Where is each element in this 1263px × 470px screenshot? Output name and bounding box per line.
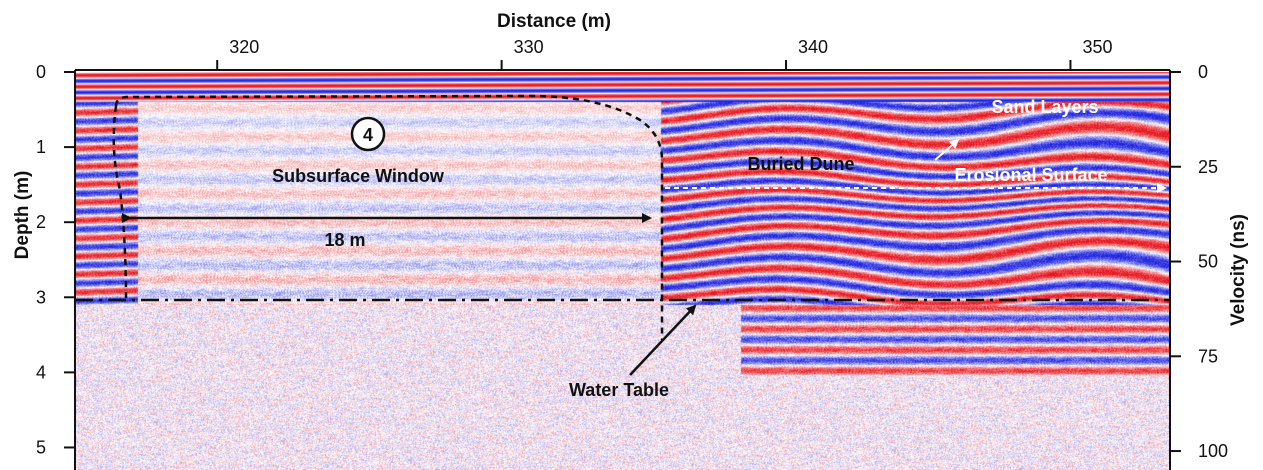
y2-tick-label: 100 — [1198, 441, 1228, 461]
water-table-label: Water Table — [569, 380, 669, 400]
sand-layers-label: Sand Layers — [991, 97, 1098, 117]
subsurface-window-left-edge — [112, 105, 128, 301]
erosional-surface-label: Erosional Surface — [954, 165, 1107, 185]
y2-tick-label: 75 — [1198, 346, 1218, 366]
buried-dune-label: Buried Dune — [747, 154, 854, 174]
x-tick-label: 340 — [798, 37, 828, 57]
y2-tick-label: 25 — [1198, 157, 1218, 177]
x-tick-label: 320 — [229, 37, 259, 57]
x-ticks: 320 330 340 350 — [216, 37, 1113, 70]
y-tick-label: 4 — [36, 362, 46, 382]
y-tick-label: 5 — [36, 437, 46, 457]
site-marker-circle — [350, 116, 386, 152]
x-axis-title: Distance (m) — [497, 11, 611, 32]
y-tick-label: 3 — [36, 287, 46, 307]
y2-ticks: 0 25 50 75 100 — [1170, 62, 1228, 461]
site-marker-label: 4 — [363, 125, 373, 145]
y2-axis-title: Velocity (ns) — [1228, 214, 1249, 326]
subsurface-window-label: Subsurface Window — [272, 166, 445, 186]
y2-tick-label: 0 — [1198, 62, 1208, 82]
sand-layer-arrow — [934, 138, 960, 161]
y-axis-title: Depth (m) — [12, 171, 33, 260]
annotation-layer — [75, 94, 1170, 376]
x-tick-label: 330 — [514, 37, 544, 57]
y-tick-label: 2 — [36, 212, 46, 232]
y-tick-label: 1 — [36, 137, 46, 157]
radargram-raster — [75, 72, 1170, 470]
water-table-arrow — [629, 304, 697, 376]
y-tick-label: 0 — [36, 62, 46, 82]
y-ticks: 0 1 2 3 4 5 — [36, 62, 75, 457]
window-width-label: 18 m — [324, 230, 365, 250]
x-tick-label: 350 — [1082, 37, 1112, 57]
y2-tick-label: 50 — [1198, 252, 1218, 272]
radargram-image — [75, 72, 1170, 470]
